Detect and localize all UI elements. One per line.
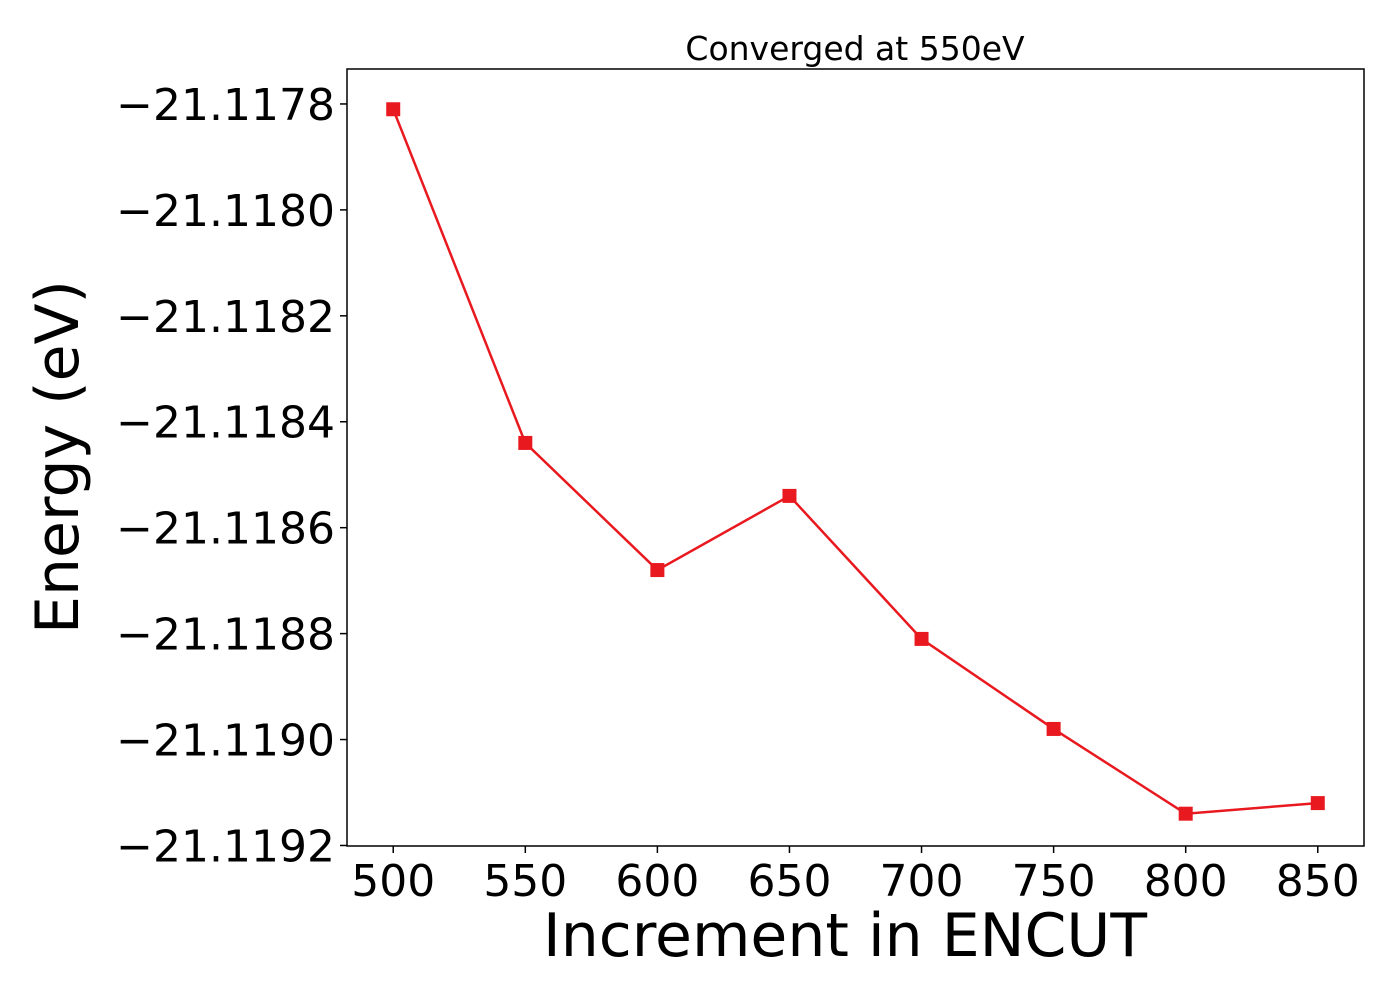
y-tick-label: −21.1184 — [116, 398, 335, 449]
x-tick-label: 800 — [1144, 856, 1228, 907]
data-point-marker — [518, 435, 533, 450]
y-tick-label: −21.1192 — [116, 821, 335, 872]
x-tick-label: 500 — [351, 856, 435, 907]
data-point-marker — [1178, 806, 1193, 821]
x-axis-label: Increment in ENCUT — [543, 901, 1147, 971]
x-tick-label: 550 — [483, 856, 567, 907]
x-tick-label: 600 — [615, 856, 699, 907]
data-point-marker — [650, 563, 665, 578]
y-tick-label: −21.1190 — [116, 716, 335, 767]
x-tick-label: 750 — [1012, 856, 1096, 907]
y-tick-label: −21.1182 — [116, 292, 335, 343]
y-tick-label: −21.1178 — [116, 80, 335, 131]
y-axis-label: Energy (eV) — [23, 280, 93, 634]
data-point-marker — [782, 488, 797, 503]
series-line — [392, 108, 1318, 815]
data-point-marker — [386, 102, 401, 117]
plot-area: 500 550 600 650 700 750 800 850 −21.1178 −21.1180… — [116, 68, 1365, 907]
y-tick-label: −21.1180 — [116, 186, 335, 237]
x-tick-label: 700 — [880, 856, 964, 907]
data-point-marker — [1310, 796, 1325, 811]
plot-frame — [346, 68, 1365, 847]
data-point-marker — [914, 631, 929, 646]
data-point-marker — [1046, 721, 1061, 736]
x-tick-label: 850 — [1276, 856, 1360, 907]
y-tick-label: −21.1188 — [116, 610, 335, 661]
y-tick-label: −21.1186 — [116, 504, 335, 555]
x-tick-label: 650 — [747, 856, 831, 907]
chart-title: Converged at 550eV — [685, 29, 1025, 68]
